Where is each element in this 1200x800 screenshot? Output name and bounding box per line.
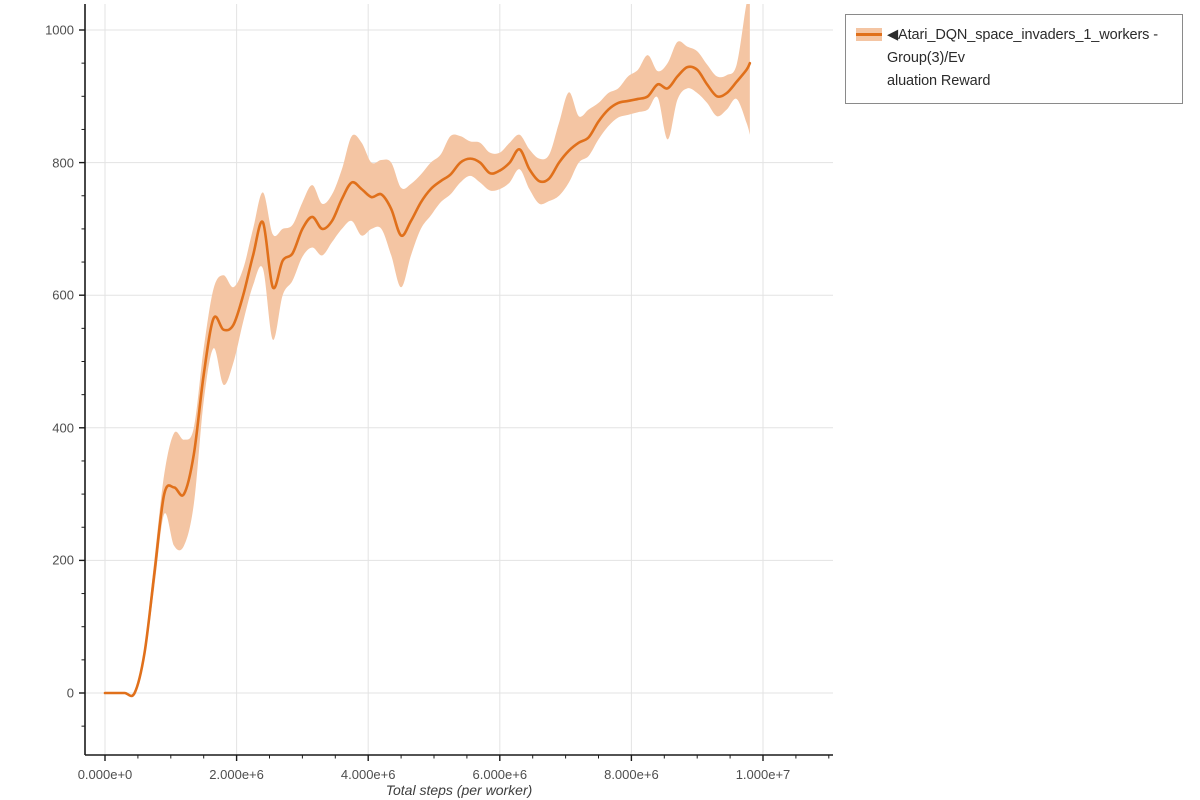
legend-label-line-1: ◀Atari_DQN_space_invaders_1_workers - Gr… bbox=[887, 27, 1158, 66]
confidence-band bbox=[105, 4, 750, 697]
x-tick-label: 4.000e+6 bbox=[340, 767, 396, 782]
y-tick-label: 600 bbox=[52, 287, 74, 303]
y-tick-label: 0 bbox=[66, 685, 74, 701]
y-tick-label: 800 bbox=[52, 155, 74, 171]
x-tick-label: 8.000e+6 bbox=[604, 767, 659, 782]
y-tick-label: 1000 bbox=[45, 22, 74, 38]
x-tick-label: 1.000e+7 bbox=[735, 767, 791, 782]
legend-swatch bbox=[856, 26, 882, 43]
y-tick-label: 200 bbox=[52, 552, 74, 568]
legend-label-line-2: aluation Reward bbox=[887, 73, 991, 89]
x-tick-label: 6.000e+6 bbox=[472, 767, 528, 782]
legend-line-swatch bbox=[856, 33, 882, 36]
x-tick-label: 0.000e+0 bbox=[77, 767, 133, 782]
mean-line bbox=[103, 61, 752, 698]
grid-lines bbox=[85, 4, 833, 755]
y-tick-label: 400 bbox=[52, 420, 74, 436]
chart-legend[interactable]: ◀Atari_DQN_space_invaders_1_workers - Gr… bbox=[845, 14, 1183, 104]
axis-lines bbox=[84, 4, 833, 756]
x-axis-title: Total steps (per worker) bbox=[385, 782, 533, 798]
legend-entry-label: ◀Atari_DQN_space_invaders_1_workers - Gr… bbox=[887, 24, 1172, 93]
axis-ticks bbox=[79, 29, 830, 761]
x-tick-label: 2.000e+6 bbox=[209, 767, 264, 782]
